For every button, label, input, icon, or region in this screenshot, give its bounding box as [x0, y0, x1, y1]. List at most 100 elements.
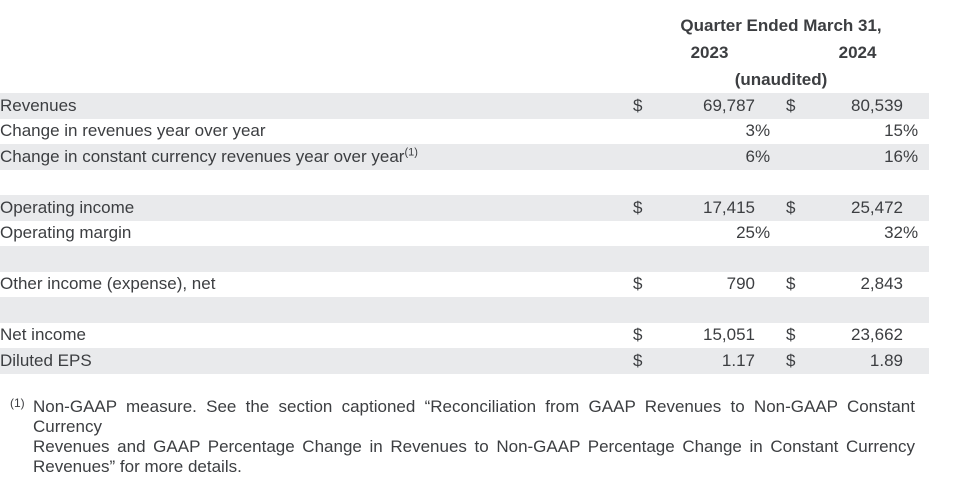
footnote-line: Revenues” for more details. — [33, 456, 242, 476]
currency-symbol-2024: $ — [786, 348, 811, 374]
currency-symbol-2024 — [786, 246, 811, 272]
header-spacer-cell — [0, 66, 633, 93]
value-2023: 1.17 — [658, 348, 755, 374]
unaudited-label: (unaudited) — [734, 69, 828, 89]
percent-suffix-2023 — [755, 348, 786, 374]
percent-suffix-2023 — [755, 272, 786, 298]
currency-symbol-2023 — [633, 119, 658, 145]
row-label-cell — [0, 297, 633, 323]
row-label: Operating margin — [0, 223, 132, 243]
value-2023: 15,051 — [703, 325, 755, 345]
header-row-period: Quarter Ended March 31, — [0, 12, 929, 39]
spacer-row — [0, 170, 929, 196]
header-row-years: 2023 2024 — [0, 39, 929, 66]
row-label-cell: Diluted EPS — [0, 348, 633, 374]
row-label: Operating income — [0, 197, 135, 217]
percent-suffix-2024 — [903, 170, 929, 196]
table-row: Operating margin 25 % 32 % — [0, 221, 929, 247]
row-label-cell: Net income — [0, 323, 633, 349]
currency-symbol-2023 — [633, 297, 658, 323]
value-2024 — [811, 246, 903, 272]
row-label-cell: Change in constant currency revenues yea… — [0, 144, 633, 170]
percent-suffix-2024 — [903, 272, 929, 298]
row-label-cell: Change in revenues year over year — [0, 119, 633, 145]
currency-symbol-2023 — [633, 170, 658, 196]
value-2023: 25 — [736, 223, 755, 243]
currency-symbol-2024 — [786, 144, 811, 170]
currency-symbol-2024 — [786, 119, 811, 145]
row-label-cell: Operating margin — [0, 221, 633, 247]
header-spacer-cell — [0, 12, 633, 39]
percent-suffix-2023: % — [755, 223, 771, 243]
row-label: Other income (expense), net — [0, 274, 216, 294]
currency-symbol-2024 — [786, 221, 811, 247]
currency-symbol-2024: $ — [786, 93, 811, 119]
value-2023: 17,415 — [658, 195, 755, 221]
currency-symbol-2023 — [633, 144, 658, 170]
value-2023 — [658, 246, 755, 272]
table-row: Change in revenues year over year 3 % 15… — [0, 119, 929, 145]
currency-symbol-2023 — [633, 246, 658, 272]
row-label-cell: Other income (expense), net — [0, 272, 633, 298]
footnote-text: Non-GAAP measure. See the section captio… — [33, 397, 915, 477]
percent-suffix-2024 — [903, 195, 930, 221]
percent-suffix-2023 — [755, 170, 786, 196]
percent-suffix-2023: % — [755, 144, 786, 170]
currency-symbol-2023 — [633, 221, 658, 247]
table-body: Revenues $ 69,787 $ 80,539 Change in rev… — [0, 93, 930, 374]
value-2023 — [658, 170, 755, 196]
value-2023: 6 — [658, 144, 755, 170]
footnote-marker: (1) — [10, 395, 25, 410]
currency-symbol-2023: $ — [633, 274, 643, 294]
value-2023 — [658, 297, 755, 323]
value-2024: 16 — [811, 144, 903, 170]
value-2024: 80,539 — [811, 93, 903, 119]
value-2024 — [811, 170, 903, 196]
percent-suffix-2023: % — [755, 121, 771, 141]
header-spacer-cell — [0, 39, 633, 66]
value-2024: 15 — [884, 121, 903, 141]
percent-suffix-2024: % — [903, 223, 919, 243]
year-2024-header: 2024 — [838, 42, 877, 62]
row-label: Diluted EPS — [0, 350, 92, 370]
percent-suffix-2024 — [903, 323, 929, 349]
value-2024: 1.89 — [811, 348, 903, 374]
header-row-unaudited: (unaudited) — [0, 66, 929, 93]
value-2023: 69,787 — [658, 93, 755, 119]
row-label: Change in revenues year over year — [0, 121, 266, 141]
percent-suffix-2023 — [755, 195, 786, 221]
period-header: Quarter Ended March 31, — [680, 15, 882, 35]
footnote-ref: (1) — [404, 146, 418, 159]
row-label-cell — [0, 246, 633, 272]
value-2024: 23,662 — [851, 325, 903, 345]
percent-suffix-2023 — [755, 323, 786, 349]
footnote: (1) Non-GAAP measure. See the section ca… — [0, 395, 967, 477]
table-row: Operating income $ 17,415 $ 25,472 — [0, 195, 930, 221]
value-2024: 25,472 — [811, 195, 903, 221]
row-label: Revenues — [0, 95, 77, 115]
table-row: Change in constant currency revenues yea… — [0, 144, 930, 170]
percent-suffix-2023 — [755, 297, 786, 323]
table-row: Other income (expense), net $ 790 $ 2,84… — [0, 272, 929, 298]
currency-symbol-2024 — [786, 297, 811, 323]
currency-symbol-2024 — [786, 170, 811, 196]
currency-symbol-2024: $ — [786, 325, 796, 345]
row-label-cell: Operating income — [0, 195, 633, 221]
value-2024: 2,843 — [860, 274, 903, 294]
value-2024 — [811, 297, 903, 323]
currency-symbol-2023: $ — [633, 348, 658, 374]
percent-suffix-2023 — [755, 93, 786, 119]
currency-symbol-2023: $ — [633, 93, 658, 119]
currency-symbol-2024: $ — [786, 195, 811, 221]
currency-symbol-2023: $ — [633, 325, 643, 345]
year-2023-header: 2023 — [690, 42, 729, 62]
percent-suffix-2024 — [903, 297, 930, 323]
row-label-cell — [0, 170, 633, 196]
currency-symbol-2024: $ — [786, 274, 796, 294]
table-row: Net income $ 15,051 $ 23,662 — [0, 323, 929, 349]
spacer-row — [0, 246, 930, 272]
row-label: Net income — [0, 325, 86, 345]
percent-suffix-2024 — [903, 246, 930, 272]
financial-results-table: Quarter Ended March 31, 2023 2024 (unaud… — [0, 12, 930, 374]
